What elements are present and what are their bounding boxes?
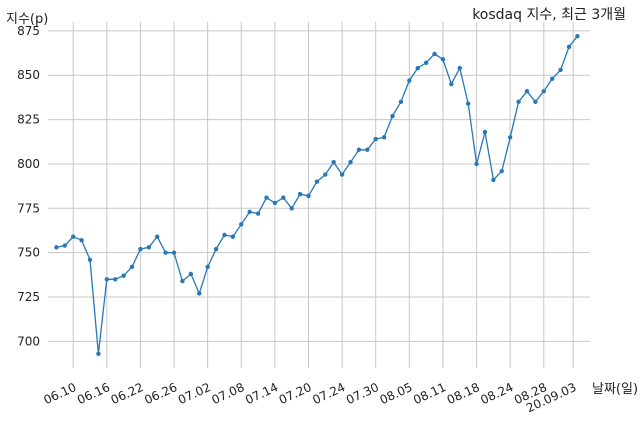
data-point [407, 78, 412, 83]
data-point [146, 245, 152, 250]
y-tick-label: 800 [17, 157, 40, 171]
data-point [272, 200, 278, 206]
y-tick-label: 775 [17, 201, 40, 215]
x-tick-label: 08.11 [411, 380, 448, 407]
data-point [79, 238, 84, 243]
data-point [449, 81, 454, 87]
data-point [516, 99, 521, 105]
data-point [348, 159, 353, 165]
series-line [56, 35, 578, 354]
x-tick-label: 08.05 [378, 380, 415, 407]
data-point [297, 191, 303, 197]
data-point [541, 89, 546, 94]
data-point [339, 172, 345, 177]
y-tick-label: 750 [17, 246, 40, 260]
data-point [129, 264, 135, 270]
data-point [171, 250, 177, 255]
data-point [356, 147, 362, 152]
y-tick-label: 725 [17, 290, 40, 304]
data-point [566, 44, 572, 50]
data-point [306, 193, 311, 199]
chart-title: kosdaq 지수, 최근 3개월 [472, 7, 626, 23]
data-point [373, 136, 378, 142]
y-tick-label: 875 [17, 24, 40, 38]
data-point [491, 177, 496, 183]
data-point [121, 273, 126, 278]
data-point [281, 195, 286, 200]
y-axis-label: 지수(p) [6, 12, 49, 27]
data-point [188, 271, 194, 277]
data-point [575, 33, 580, 39]
data-point [87, 257, 93, 262]
x-tick-label: 08.18 [445, 380, 482, 407]
data-point [524, 89, 530, 94]
x-tick-label: 07.30 [344, 380, 381, 407]
y-tick-label: 850 [17, 68, 40, 82]
data-point [331, 159, 336, 165]
x-tick-label: 06.26 [142, 380, 179, 407]
data-point [415, 65, 420, 71]
data-point [533, 99, 538, 105]
x-tick-label: 06.16 [75, 380, 112, 407]
data-point [230, 234, 236, 239]
data-point [549, 76, 555, 81]
data-point [62, 243, 68, 248]
x-tick-label: 07.14 [243, 380, 280, 407]
data-point [163, 250, 168, 255]
x-tick-label: 07.02 [176, 380, 213, 407]
data-point [205, 264, 210, 270]
data-point [398, 99, 404, 105]
data-point [96, 351, 101, 357]
data-point [197, 291, 202, 296]
data-point [474, 161, 479, 167]
data-point [499, 168, 504, 174]
data-point [440, 57, 446, 62]
data-point [222, 232, 227, 238]
data-point [390, 113, 395, 119]
data-point [71, 234, 76, 239]
data-point [558, 67, 563, 73]
y-tick-label: 825 [17, 113, 40, 127]
data-point [457, 65, 462, 71]
data-point [365, 147, 370, 152]
data-point [314, 179, 320, 184]
data-point [138, 246, 143, 252]
data-point [247, 209, 252, 215]
data-point [155, 234, 160, 239]
x-tick-label: 08.24 [478, 380, 515, 407]
data-point [423, 60, 429, 66]
data-point [104, 277, 110, 282]
data-point [465, 101, 471, 106]
data-point [289, 206, 294, 211]
x-tick-label: 06.10 [41, 380, 78, 407]
x-tick-label: 07.20 [277, 380, 314, 407]
data-point [323, 172, 328, 177]
data-point [255, 211, 261, 216]
data-point [432, 51, 437, 57]
data-point [264, 195, 269, 200]
x-tick-label: 07.24 [310, 380, 347, 407]
x-axis-label: 날짜(일) [592, 382, 639, 397]
data-point [239, 222, 244, 227]
data-point [180, 278, 185, 284]
data-point [213, 246, 219, 252]
data-point [482, 129, 488, 135]
data-point [507, 135, 513, 140]
x-tick-label: 06.22 [109, 380, 146, 407]
data-point [381, 135, 387, 140]
x-tick-label: 07.08 [209, 380, 246, 407]
y-tick-label: 700 [17, 334, 40, 348]
data-point [113, 277, 118, 282]
data-point [54, 245, 59, 250]
